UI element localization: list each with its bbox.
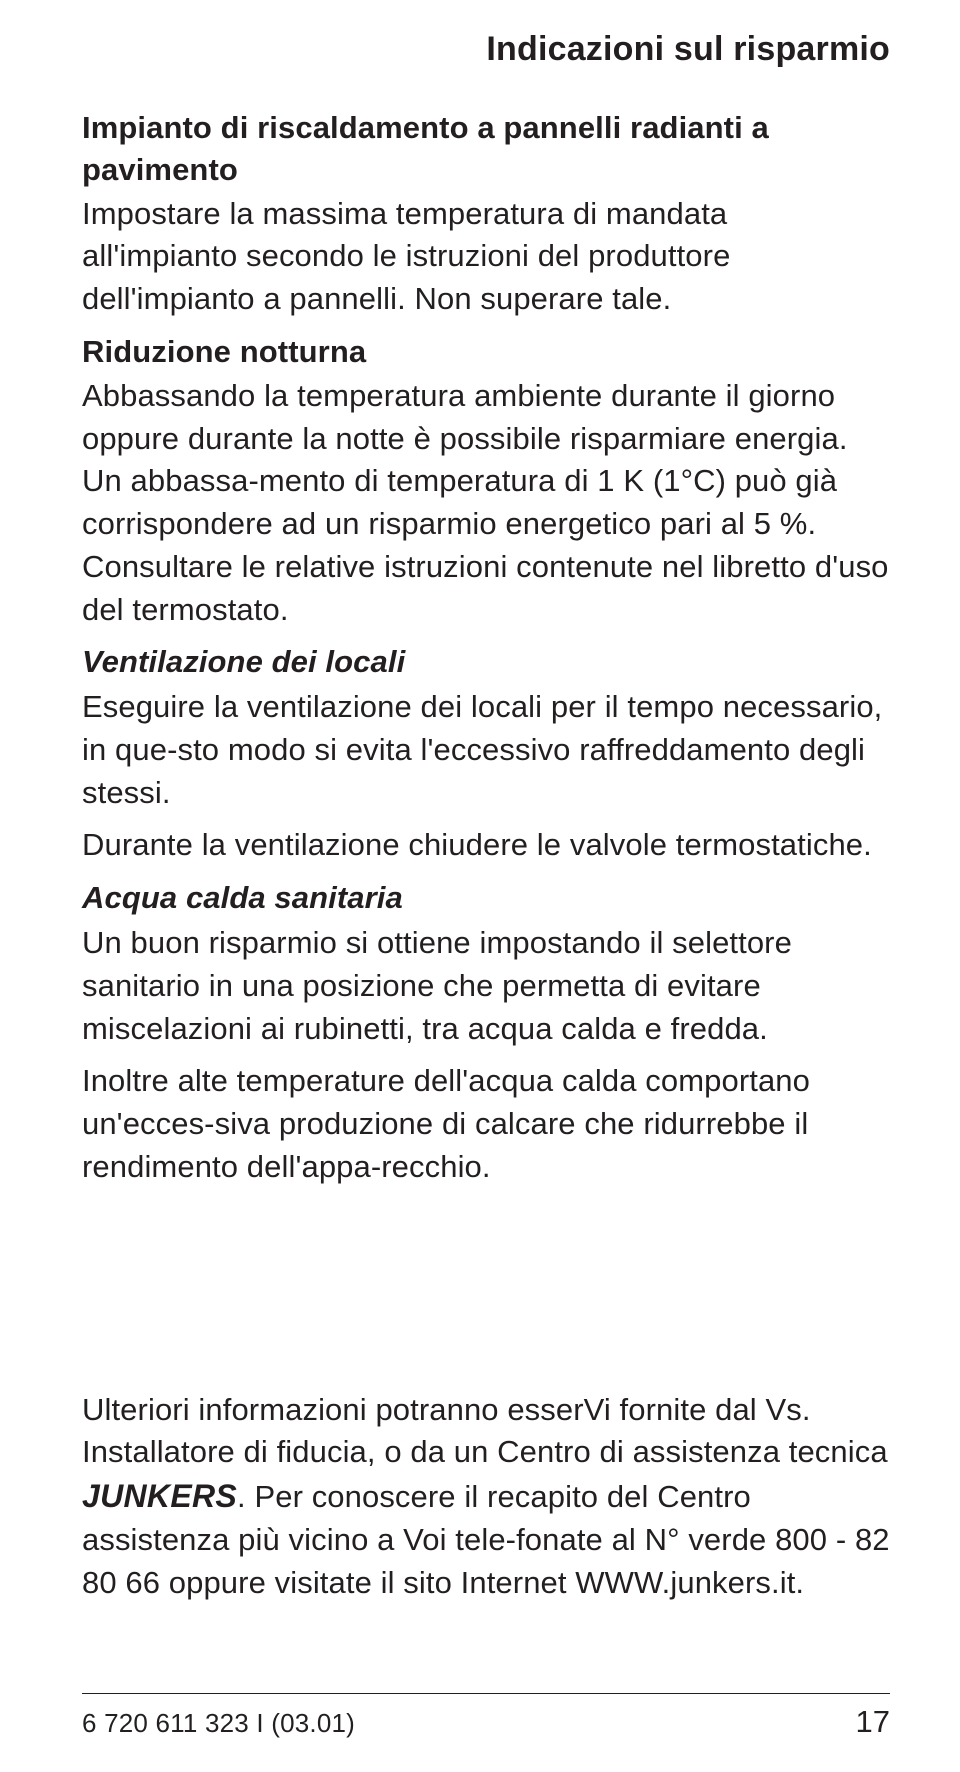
section-night-body: Abbassando la temperatura ambiente duran… — [82, 375, 890, 632]
section-radiant-title: Impianto di riscaldamento a pannelli rad… — [82, 107, 890, 191]
further-info-pre: Ulteriori informazioni potranno esserVi … — [82, 1392, 888, 1470]
section-hotwater-body2: Inoltre alte temperature dell'acqua cald… — [82, 1060, 890, 1188]
section-radiant-body: Impostare la massima temperatura di mand… — [82, 193, 890, 321]
section-night-title: Riduzione notturna — [82, 331, 890, 373]
section-hotwater-body1: Un buon risparmio si ottiene impostando … — [82, 922, 890, 1050]
section-ventilation-body1: Eseguire la ventilazione dei locali per … — [82, 686, 890, 814]
footer: 6 720 611 323 I (03.01) 17 — [82, 1704, 890, 1740]
footer-rule — [82, 1693, 890, 1694]
page-number: 17 — [856, 1704, 890, 1740]
header-title: Indicazioni sul risparmio — [82, 30, 890, 69]
section-ventilation-body2: Durante la ventilazione chiudere le valv… — [82, 824, 890, 867]
section-hotwater-title: Acqua calda sanitaria — [82, 877, 890, 920]
doc-code: 6 720 611 323 I (03.01) — [82, 1708, 355, 1739]
brand-name: JUNKERS — [82, 1478, 237, 1514]
section-ventilation-title: Ventilazione dei locali — [82, 641, 890, 684]
page: Indicazioni sul risparmio Impianto di ri… — [0, 0, 960, 1772]
further-info: Ulteriori informazioni potranno esserVi … — [82, 1389, 890, 1605]
